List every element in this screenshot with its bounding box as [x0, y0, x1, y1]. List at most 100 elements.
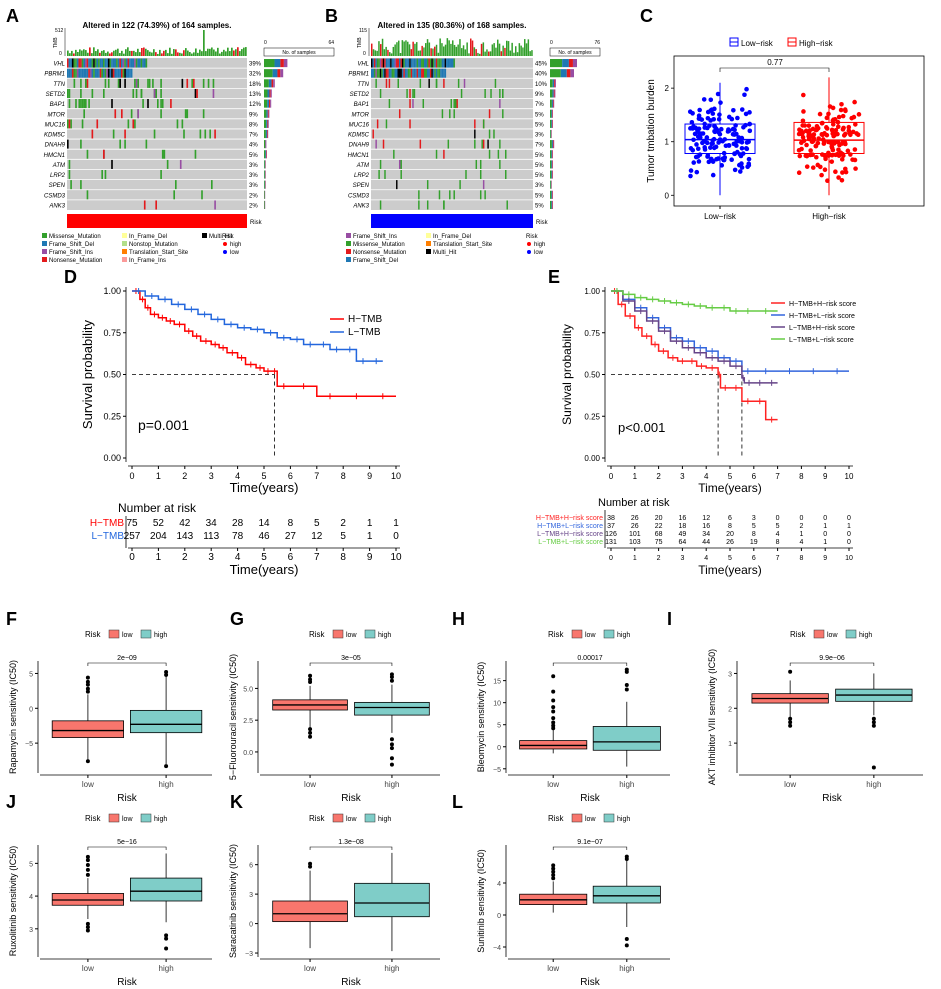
mutation-cell	[96, 58, 99, 68]
legend-label: Missense_Mutation	[49, 234, 101, 240]
data-point	[732, 167, 738, 173]
box	[129, 709, 203, 734]
legend-swatch	[140, 629, 152, 639]
tmb-bar	[187, 50, 189, 56]
risk-table-x-label: Time(years)	[698, 563, 762, 577]
data-point	[796, 147, 802, 153]
risk-table-title: Number at risk	[598, 497, 670, 509]
mutation-cell	[91, 58, 94, 68]
legend-label: high	[154, 632, 167, 639]
mutation-cell	[426, 180, 429, 190]
gene-count-segment	[266, 109, 268, 118]
outlier	[308, 677, 313, 682]
mutation-cell	[78, 58, 81, 68]
p-bracket	[552, 662, 628, 666]
gene-count-segment	[264, 119, 267, 128]
mutation-cell	[153, 88, 156, 99]
gene-percent: 18%	[249, 82, 262, 88]
risk-legend-dot	[223, 250, 227, 254]
risk-table-value: 8	[752, 531, 756, 538]
mutation-cell	[499, 99, 501, 109]
boxplot-panel-k: −3 0 3 6 Saracatinib sensitivity (IC50) Risk R…	[228, 813, 440, 988]
data-point	[836, 147, 841, 153]
risk-table-title: Number at risk	[118, 501, 197, 515]
mutation-cell	[186, 109, 189, 119]
mutation-cell	[424, 68, 426, 78]
mutation-cell	[112, 129, 115, 139]
x-axis-label: Time(years)	[230, 480, 299, 495]
mutation-cell	[163, 149, 166, 159]
tmb-bar	[217, 47, 219, 56]
mutation-cell	[117, 78, 120, 88]
mutation-cell	[438, 58, 441, 68]
mutation-cell	[410, 58, 413, 68]
legend-label: Translation_Start_Site	[129, 250, 189, 256]
mutation-cell	[121, 58, 123, 68]
mutation-cell	[378, 169, 380, 180]
tmb-bar	[498, 43, 501, 56]
mutation-cell	[421, 58, 423, 68]
mutation-cell	[96, 68, 99, 78]
data-point	[696, 116, 702, 121]
gene-count-segment	[554, 79, 556, 88]
tmb-bar	[376, 50, 378, 56]
risk-table-value: 12	[702, 515, 710, 522]
risk-table-value: 49	[679, 531, 687, 538]
tmb-bar	[237, 47, 239, 56]
tmb-bar	[489, 51, 492, 56]
y-tick-label: 0.25	[584, 412, 600, 421]
risk-legend-title: Risk	[526, 234, 539, 240]
mutation-cell	[487, 139, 489, 149]
mutation-cell	[183, 129, 185, 139]
data-point	[701, 97, 707, 102]
tmb-bar	[69, 53, 71, 56]
mutation-cell	[86, 58, 89, 68]
x-tick-label: high	[384, 964, 399, 973]
legend-label: High−risk	[799, 39, 834, 48]
panel-letter-a: A	[6, 6, 19, 26]
x-tick-label: 9	[823, 472, 828, 481]
tmb-bar	[199, 49, 201, 56]
gene-count-segment	[266, 129, 268, 139]
mutation-cell	[85, 68, 87, 78]
tmb-bar	[421, 45, 423, 56]
legend-label: L−TMB+H−risk score	[789, 325, 855, 332]
risk-legend-dot	[223, 242, 227, 246]
mutation-cell	[435, 78, 438, 88]
x-tick-label: low	[82, 780, 94, 789]
gene-percent: 40%	[535, 72, 548, 78]
outlier	[308, 727, 313, 732]
tmb-bar	[147, 50, 149, 56]
tmb-bar	[241, 49, 243, 56]
mutation-cell	[435, 58, 438, 68]
mutation-cell	[396, 180, 398, 190]
data-point	[736, 135, 741, 140]
mutation-cell	[412, 68, 414, 78]
tmb-bar	[513, 52, 515, 56]
data-point	[846, 124, 852, 130]
data-point	[711, 116, 717, 122]
gene-count-segment	[572, 59, 577, 68]
count-axis-box	[549, 47, 601, 57]
mutation-cell	[140, 58, 143, 68]
tmb-bar	[509, 50, 512, 56]
mutation-cell	[440, 68, 442, 78]
mutation-cell	[204, 129, 207, 139]
outlier	[164, 764, 169, 769]
risk-table-value: 0	[847, 539, 851, 546]
tmb-bar	[527, 39, 530, 56]
mutation-cell	[122, 68, 125, 78]
mutation-cell	[78, 99, 81, 109]
mutation-cell	[388, 99, 391, 109]
outlier	[164, 946, 169, 951]
mutation-cell	[437, 58, 439, 68]
gene-count-segment	[266, 119, 268, 128]
outlier	[788, 669, 793, 674]
mutation-cell	[78, 68, 81, 78]
risk-legend-label: high	[534, 242, 545, 248]
data-point	[733, 123, 738, 128]
mutation-cell	[428, 68, 430, 78]
y-axis-label: Saracatinib sensitivity (IC50)	[228, 844, 238, 958]
risk-table-value: 5	[776, 523, 780, 530]
